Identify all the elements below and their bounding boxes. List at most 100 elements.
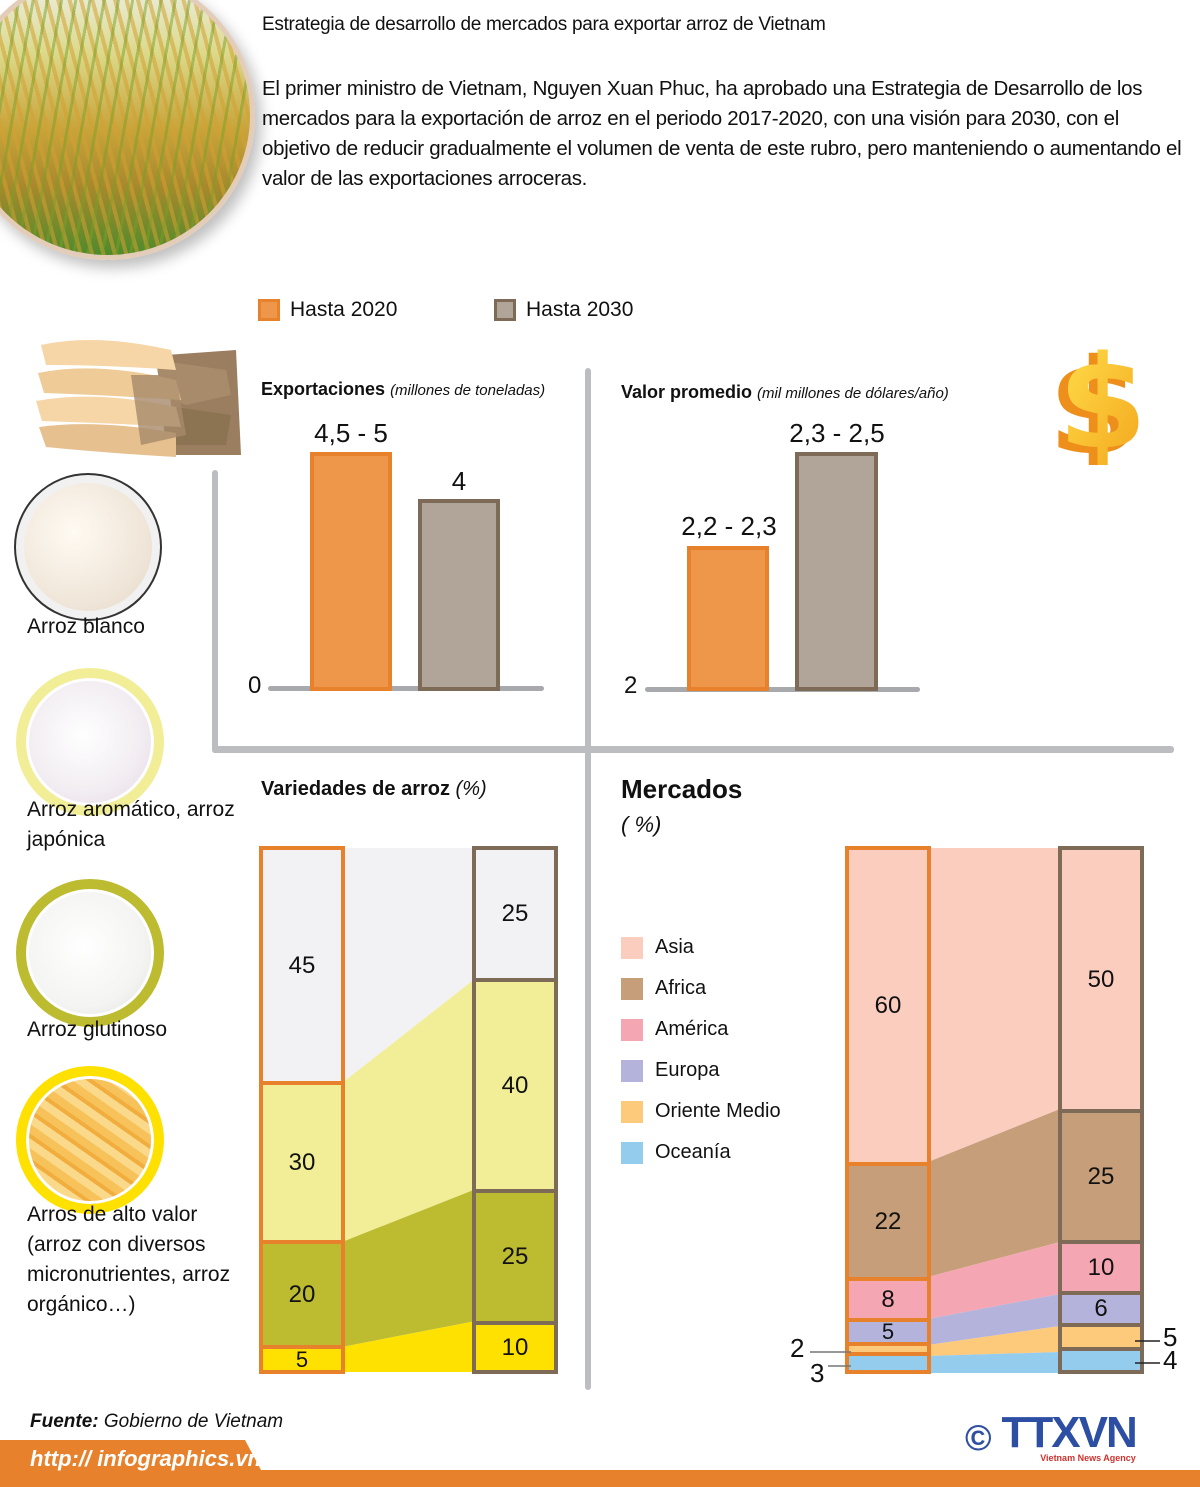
varieties-title-text: Variedades de arroz: [261, 778, 450, 800]
swatch-europa: [621, 1059, 643, 1082]
callout-oceania-2030: 4: [1163, 1345, 1178, 1375]
exports-bar-2020: [310, 452, 392, 691]
callout-oriente-medio-2020: 2: [790, 1333, 805, 1363]
swatch-africa: [621, 977, 643, 1000]
svg-text:$: $: [1058, 335, 1147, 465]
value-chart-title: Valor promedio (mil millones de dólares/…: [621, 382, 949, 403]
website-link[interactable]: http:// infographics.vn: [30, 1446, 261, 1471]
exports-value-2020: 4,5 - 5: [314, 418, 388, 448]
segment-glutinous-2020: 20: [259, 1240, 345, 1349]
footer-bar: [0, 1470, 1200, 1487]
legend-swatch-2030: [494, 299, 516, 321]
value-title-text: Valor promedio: [621, 382, 753, 402]
markets-unit: ( %): [621, 812, 662, 837]
logo-text: TTXVN: [1001, 1408, 1138, 1457]
source-credit: Fuente: Gobierno de Vietnam: [30, 1411, 283, 1433]
glutinous-rice-image: [16, 879, 164, 1027]
legend-america: América: [621, 1018, 781, 1041]
legend-swatch-2020: [258, 299, 280, 321]
quadrant-divider-left: [212, 470, 218, 753]
svg-text:$: $: [1048, 335, 1140, 465]
legend-europa: Europa: [621, 1059, 781, 1082]
segment-high-value-2030: 10: [472, 1321, 558, 1374]
white-rice-image: [14, 473, 162, 621]
callout-oceania-2020: 3: [810, 1358, 825, 1388]
rice-sacks-icon: [36, 340, 241, 457]
legend-asia: Asia: [621, 936, 781, 959]
markets-column-2030: 50 25 10 6: [1058, 846, 1144, 1374]
markets-chart-title: Mercados: [621, 774, 743, 804]
segment-aromatic-2030: 40: [472, 978, 558, 1193]
varieties-column-2030: 25 40 25 10: [472, 846, 558, 1374]
legend-label: Africa: [655, 977, 707, 999]
swatch-oriente-medio: [621, 1100, 643, 1123]
ttxvn-logo: © TTXVN Vietnam News Agency: [965, 1408, 1138, 1464]
legend-item-2020: Hasta 2020: [258, 298, 397, 322]
legend-label: Hasta 2030: [526, 298, 634, 321]
value-bar-2030: [795, 452, 878, 691]
exports-baseline: [268, 686, 544, 691]
value-baseline-label: 2: [624, 672, 638, 699]
segment-africa-2020: 22: [845, 1162, 931, 1281]
legend-label: Oceanía: [655, 1141, 731, 1163]
markets-column-2020: 60 22 8 5: [845, 846, 931, 1374]
segment-high-value-2020: 5: [259, 1345, 345, 1374]
intro-paragraph: El primer ministro de Vietnam, Nguyen Xu…: [262, 77, 1182, 190]
legend-oceania: Oceanía: [621, 1141, 781, 1164]
rice-type-white: [14, 473, 162, 621]
legend-label: Asia: [655, 936, 694, 958]
rice-type-label: Arroz glutinoso: [27, 1018, 168, 1041]
quadrant-divider-horizontal: [212, 746, 1174, 753]
legend-item-2030: Hasta 2030: [494, 298, 633, 322]
segment-america-2030: 10: [1058, 1240, 1144, 1295]
legend-label: América: [655, 1018, 729, 1040]
exports-chart-title: Exportaciones (millones de toneladas): [261, 379, 545, 400]
quadrant-divider-vertical: [585, 368, 591, 1390]
aromatic-rice-image: [16, 668, 164, 816]
legend-oriente-medio: Oriente Medio: [621, 1100, 781, 1123]
url-tab: [0, 1440, 270, 1487]
segment-oceania-2030: [1058, 1347, 1144, 1374]
page-title: Estrategia de desarrollo de mercados par…: [262, 14, 826, 35]
value-bar-2020: [687, 546, 769, 691]
rice-type-glutinous: [16, 879, 164, 1027]
legend-label: Hasta 2020: [290, 298, 398, 321]
exports-baseline-label: 0: [248, 672, 262, 699]
value-value-2030: 2,3 - 2,5: [789, 418, 885, 448]
exports-bar-2030: [418, 499, 500, 691]
value-unit: (mil millones de dólares/año): [757, 385, 949, 402]
callout-oriente-medio-2030: 5: [1163, 1322, 1178, 1352]
swatch-america: [621, 1018, 643, 1041]
dollar-icon: $ $: [1030, 329, 1160, 485]
markets-legend: Asia Africa América Europa Oriente Medio…: [621, 936, 781, 1182]
segment-oceania-2020: [845, 1352, 931, 1374]
high-value-rice-image: [16, 1066, 164, 1214]
exports-unit: (millones de toneladas): [390, 382, 546, 399]
segment-glutinous-2030: 25: [472, 1189, 558, 1325]
rice-type-label: Arroz aromático, arroz japónica: [27, 798, 235, 851]
copyright-icon: ©: [965, 1417, 992, 1458]
segment-asia-2030: 50: [1058, 846, 1144, 1113]
value-value-2020: 2,2 - 2,3: [681, 511, 777, 541]
legend-africa: Africa: [621, 977, 781, 1000]
varieties-chart-title: Variedades de arroz (%): [261, 778, 487, 801]
source-label: Fuente:: [30, 1411, 99, 1432]
swatch-asia: [621, 936, 643, 959]
value-baseline: [645, 687, 920, 692]
logo-subtitle: Vietnam News Agency: [1040, 1453, 1136, 1463]
legend-label: Europa: [655, 1059, 720, 1081]
rice-type-label: Arros de alto valor (arroz con diversos …: [27, 1203, 231, 1316]
varieties-unit: (%): [455, 778, 487, 800]
rice-field-photo: [0, 0, 255, 260]
segment-asia-2020: 60: [845, 846, 931, 1166]
segment-africa-2030: 25: [1058, 1109, 1144, 1244]
exports-title-text: Exportaciones: [261, 379, 386, 399]
rice-type-aromatic: [16, 668, 164, 816]
segment-aromatic-2020: 30: [259, 1081, 345, 1244]
rice-type-label: Arroz blanco: [27, 615, 145, 638]
rice-type-high-value: [16, 1066, 164, 1214]
swatch-oceania: [621, 1141, 643, 1164]
